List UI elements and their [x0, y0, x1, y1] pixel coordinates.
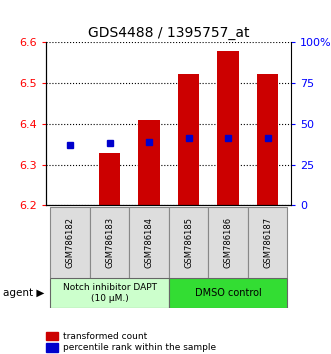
- Text: GSM786185: GSM786185: [184, 217, 193, 268]
- Title: GDS4488 / 1395757_at: GDS4488 / 1395757_at: [88, 26, 250, 40]
- Bar: [248, 207, 287, 278]
- Text: DMSO control: DMSO control: [195, 288, 261, 298]
- Bar: [50, 207, 90, 278]
- Bar: [129, 207, 169, 278]
- Text: GSM786187: GSM786187: [263, 217, 272, 268]
- Text: Notch inhibitor DAPT
(10 μM.): Notch inhibitor DAPT (10 μM.): [63, 283, 157, 303]
- Text: GSM786186: GSM786186: [223, 217, 233, 268]
- Bar: [46, 343, 58, 352]
- Bar: [169, 207, 208, 278]
- Text: GSM786182: GSM786182: [66, 217, 74, 268]
- Bar: [208, 207, 248, 278]
- Bar: [257, 74, 278, 205]
- Bar: [99, 153, 120, 205]
- Bar: [50, 278, 169, 308]
- Bar: [178, 74, 200, 205]
- Bar: [46, 332, 58, 341]
- Text: percentile rank within the sample: percentile rank within the sample: [64, 343, 216, 352]
- Bar: [217, 51, 239, 205]
- Text: agent ▶: agent ▶: [3, 288, 45, 298]
- Text: transformed count: transformed count: [64, 332, 148, 341]
- Text: GSM786184: GSM786184: [145, 217, 154, 268]
- Text: GSM786183: GSM786183: [105, 217, 114, 268]
- Bar: [90, 207, 129, 278]
- Bar: [169, 278, 287, 308]
- Bar: [138, 120, 160, 205]
